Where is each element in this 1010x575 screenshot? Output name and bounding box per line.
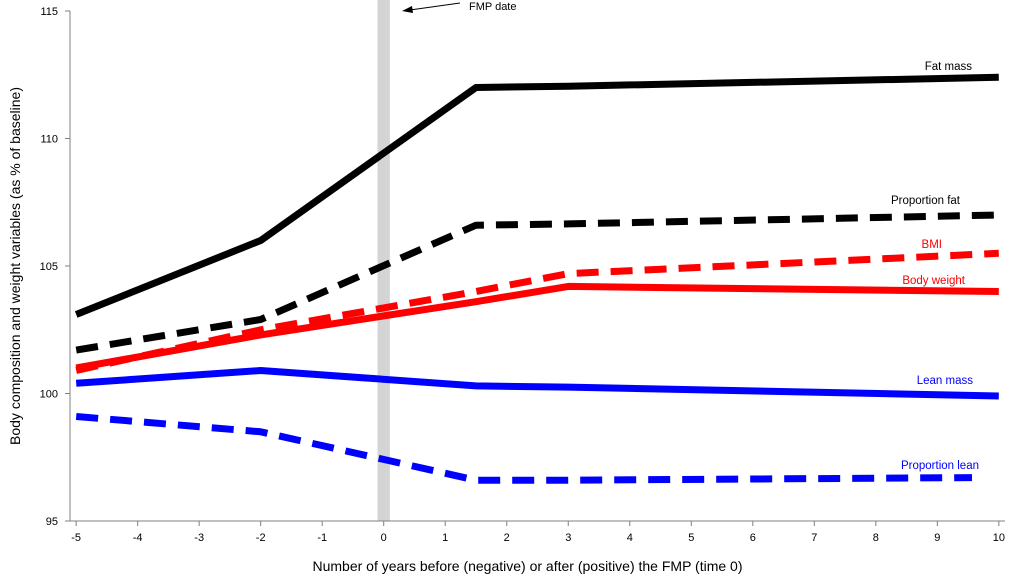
series-label: BMI xyxy=(922,239,942,251)
series-layer: Fat mass Proportion fat BMI Body weight Lean… xyxy=(74,61,999,484)
series-line-proportion-lean xyxy=(75,413,973,484)
fmp-date-label: FMP date xyxy=(469,1,517,13)
x-tick-label: 5 xyxy=(688,532,694,544)
series-line-body-weight xyxy=(75,282,999,372)
fmp-band xyxy=(377,0,390,521)
y-tick-label: 115 xyxy=(40,6,58,18)
series-line-bmi xyxy=(75,249,999,374)
x-tick-label: -1 xyxy=(317,532,327,544)
x-tick-label: 2 xyxy=(504,532,510,544)
series-line-lean-mass xyxy=(75,367,999,400)
series-label: Proportion fat xyxy=(891,195,961,207)
x-tick-label: 0 xyxy=(381,532,387,544)
x-tick-label: 6 xyxy=(750,532,756,544)
x-tick-label: 10 xyxy=(993,532,1005,544)
x-tick-label: -4 xyxy=(133,532,143,544)
x-tick-label: -2 xyxy=(256,532,266,544)
series-line-fat-mass xyxy=(74,73,999,318)
series-label: Body weight xyxy=(902,275,965,287)
x-tick-label: -3 xyxy=(194,532,204,544)
y-tick-label: 95 xyxy=(46,516,58,528)
x-tick-label: 8 xyxy=(873,532,879,544)
y-tick-label: 100 xyxy=(40,389,58,401)
x-axis-title: Number of years before (negative) or aft… xyxy=(312,558,742,574)
series-label: Lean mass xyxy=(917,375,974,387)
fmp-annotation: FMP date xyxy=(402,1,517,13)
x-tick-label: -5 xyxy=(71,532,81,544)
fmp-arrow-icon xyxy=(409,2,461,11)
fmp-arrowhead-icon xyxy=(402,6,413,13)
x-tick-label: 1 xyxy=(442,532,448,544)
series-label: Fat mass xyxy=(925,61,973,73)
x-tick-label: 9 xyxy=(934,532,940,544)
series-line-proportion-fat xyxy=(75,211,999,354)
y-tick-label: 105 xyxy=(40,261,58,273)
x-tick-label: 7 xyxy=(811,532,817,544)
y-tick-label: 110 xyxy=(40,134,58,146)
x-tick-label: 4 xyxy=(627,532,633,544)
series-label: Proportion lean xyxy=(901,460,979,472)
x-tick-label: 3 xyxy=(565,532,571,544)
axes: 95 100 105 110 115 -5 -4 -3 -2 -1 0 1 2 3 4 5 6 7 8 9 10 xyxy=(40,6,1005,544)
y-axis-title: Body composition and weight variables (a… xyxy=(7,87,23,445)
